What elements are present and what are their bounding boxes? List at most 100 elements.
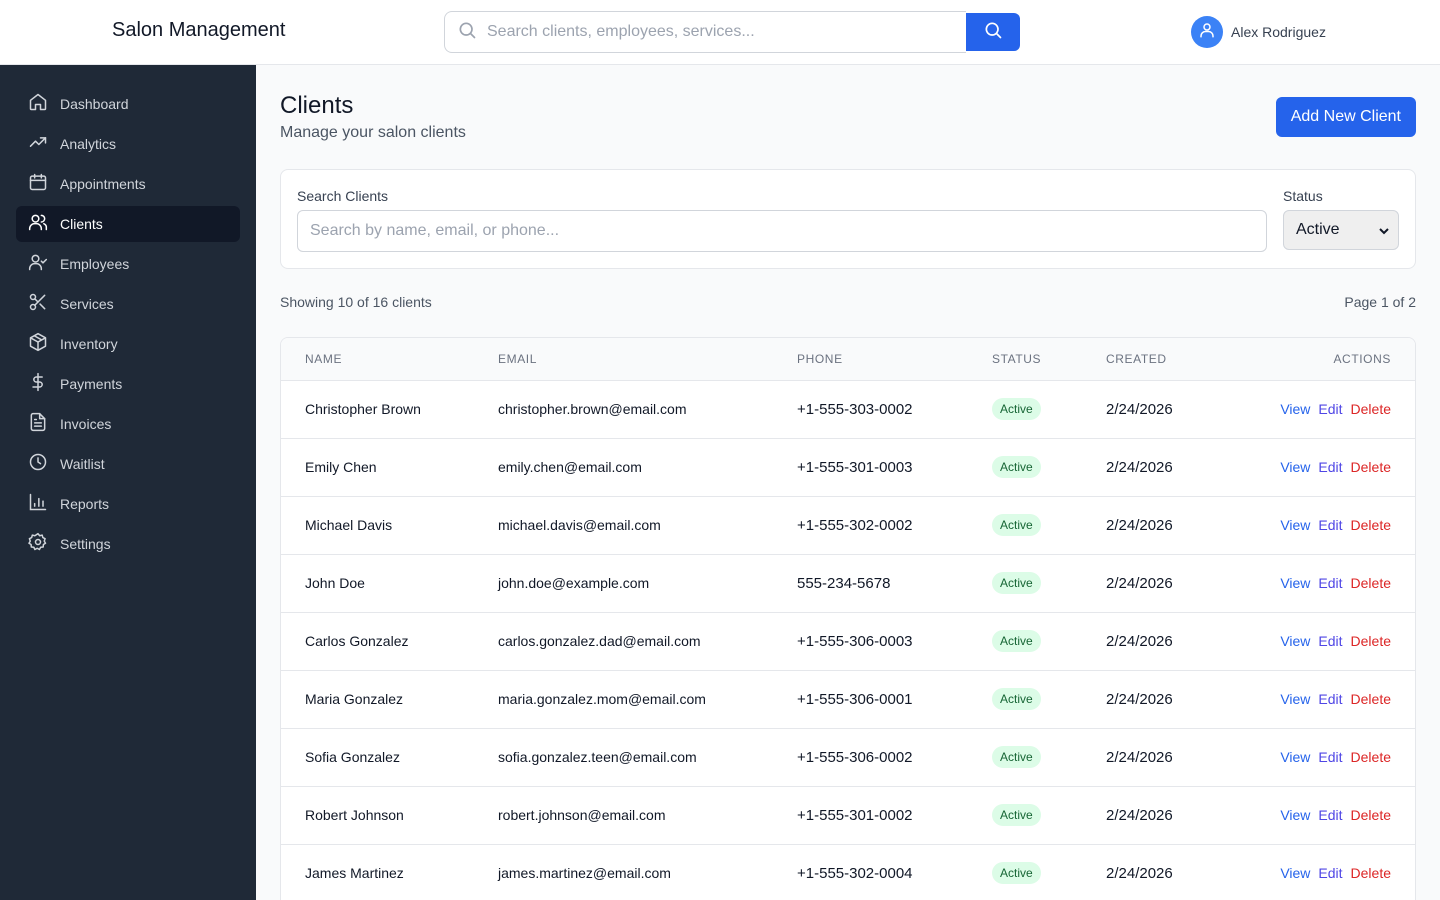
global-search-button[interactable] [966, 13, 1020, 51]
sidebar-item-label: Reports [60, 496, 110, 512]
table-row: Michael Davis michael.davis@email.com +1… [281, 496, 1415, 554]
client-created: 2/24/2026 [1106, 806, 1173, 824]
delete-button[interactable]: Delete [1350, 401, 1391, 417]
client-email: emily.chen@email.com [498, 459, 642, 475]
delete-button[interactable]: Delete [1350, 865, 1391, 881]
package-icon [28, 332, 48, 357]
edit-button[interactable]: Edit [1318, 401, 1343, 417]
status-badge: Active [992, 862, 1041, 884]
edit-button[interactable]: Edit [1318, 865, 1343, 881]
global-search-field[interactable] [444, 11, 966, 53]
edit-button[interactable]: Edit [1318, 749, 1343, 765]
home-icon [28, 92, 48, 117]
view-button[interactable]: View [1280, 517, 1311, 533]
sidebar-item-label: Analytics [60, 136, 117, 152]
delete-button[interactable]: Delete [1350, 459, 1391, 475]
view-button[interactable]: View [1280, 459, 1311, 475]
scissors-icon [28, 292, 48, 317]
status-badge: Active [992, 514, 1041, 536]
edit-button[interactable]: Edit [1318, 807, 1343, 823]
sidebar-item-services[interactable]: Services [16, 286, 240, 322]
clients-table: NAME EMAIL PHONE STATUS CREATED ACTIONS … [281, 338, 1415, 900]
page-title: Clients [280, 92, 354, 119]
sidebar-item-appointments[interactable]: Appointments [16, 166, 240, 202]
sidebar-item-dashboard[interactable]: Dashboard [16, 86, 240, 122]
view-button[interactable]: View [1280, 401, 1311, 417]
view-button[interactable]: View [1280, 749, 1311, 765]
client-email: sofia.gonzalez.teen@email.com [498, 749, 697, 765]
sidebar-item-label: Inventory [60, 336, 118, 352]
sidebar-item-waitlist[interactable]: Waitlist [16, 446, 240, 482]
view-button[interactable]: View [1280, 807, 1311, 823]
status-label: Status [1283, 188, 1323, 204]
dollar-icon [28, 372, 48, 397]
status-badge: Active [992, 456, 1041, 478]
status-select[interactable]: Active [1283, 210, 1399, 250]
file-text-icon [28, 412, 48, 437]
sidebar-item-settings[interactable]: Settings [16, 526, 240, 562]
client-search-input[interactable] [297, 210, 1267, 252]
client-phone: +1-555-301-0002 [797, 806, 913, 824]
view-button[interactable]: View [1280, 691, 1311, 707]
column-header-created[interactable]: CREATED [1106, 351, 1167, 366]
sidebar-item-employees[interactable]: Employees [16, 246, 240, 282]
sidebar-item-label: Employees [60, 256, 130, 272]
status-badge: Active [992, 630, 1041, 652]
view-button[interactable]: View [1280, 865, 1311, 881]
global-search [444, 11, 1020, 53]
edit-button[interactable]: Edit [1318, 517, 1343, 533]
client-name: Sofia Gonzalez [305, 749, 400, 765]
delete-button[interactable]: Delete [1350, 633, 1391, 649]
client-name: Maria Gonzalez [305, 691, 404, 707]
client-phone: +1-555-302-0002 [797, 516, 913, 534]
bar-chart-icon [28, 492, 48, 517]
users-icon [28, 212, 48, 237]
sidebar-item-invoices[interactable]: Invoices [16, 406, 240, 442]
client-created: 2/24/2026 [1106, 400, 1173, 418]
clients-table-card: NAME EMAIL PHONE STATUS CREATED ACTIONS … [280, 337, 1416, 900]
edit-button[interactable]: Edit [1318, 459, 1343, 475]
view-button[interactable]: View [1280, 575, 1311, 591]
client-email: michael.davis@email.com [498, 517, 661, 533]
view-button[interactable]: View [1280, 633, 1311, 649]
client-created: 2/24/2026 [1106, 574, 1173, 592]
delete-button[interactable]: Delete [1350, 517, 1391, 533]
delete-button[interactable]: Delete [1350, 691, 1391, 707]
client-email: maria.gonzalez.mom@email.com [498, 691, 706, 707]
column-header-email[interactable]: EMAIL [498, 351, 538, 366]
sidebar-item-payments[interactable]: Payments [16, 366, 240, 402]
column-header-status[interactable]: STATUS [992, 351, 1042, 366]
user-name: Alex Rodriguez [1231, 24, 1326, 40]
edit-button[interactable]: Edit [1318, 575, 1343, 591]
client-created: 2/24/2026 [1106, 516, 1173, 534]
page-indicator: Page 1 of 2 [1344, 294, 1416, 310]
add-new-client-button[interactable]: Add New Client [1275, 97, 1416, 137]
delete-button[interactable]: Delete [1350, 749, 1391, 765]
table-row: Maria Gonzalez maria.gonzalez.mom@email.… [281, 670, 1415, 728]
user-check-icon [28, 252, 48, 277]
edit-button[interactable]: Edit [1318, 691, 1343, 707]
global-search-input[interactable] [487, 23, 947, 41]
delete-button[interactable]: Delete [1350, 575, 1391, 591]
edit-button[interactable]: Edit [1318, 633, 1343, 649]
sidebar-item-reports[interactable]: Reports [16, 486, 240, 522]
filter-card: Search Clients Status Active [280, 169, 1416, 269]
client-name: John Doe [305, 575, 365, 591]
delete-button[interactable]: Delete [1350, 807, 1391, 823]
calendar-icon [28, 172, 48, 197]
user-menu[interactable]: Alex Rodriguez [1191, 16, 1326, 48]
search-clients-label: Search Clients [297, 188, 389, 204]
status-badge: Active [992, 688, 1041, 710]
client-created: 2/24/2026 [1106, 864, 1173, 882]
sidebar-item-inventory[interactable]: Inventory [16, 326, 240, 362]
status-badge: Active [992, 746, 1041, 768]
sidebar-item-clients[interactable]: Clients [16, 206, 240, 242]
clock-icon [28, 452, 48, 477]
column-header-name[interactable]: NAME [305, 351, 343, 366]
sidebar-item-analytics[interactable]: Analytics [16, 126, 240, 162]
top-header: Salon Management Alex Rodriguez [0, 0, 1440, 65]
table-row: Emily Chen emily.chen@email.com +1-555-3… [281, 438, 1415, 496]
sidebar-item-label: Invoices [60, 416, 112, 432]
column-header-phone[interactable]: PHONE [797, 351, 843, 366]
sidebar-item-label: Settings [60, 536, 111, 552]
